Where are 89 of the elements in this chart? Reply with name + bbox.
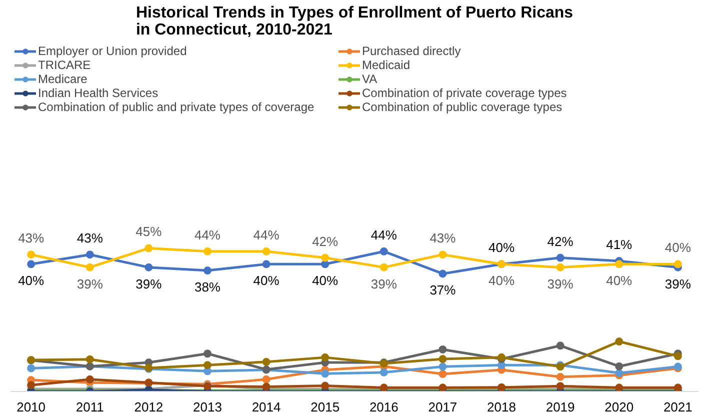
- point: [556, 254, 564, 262]
- chart-title: Historical Trends in Types of Enrollment of Puerto Ricans in Connecticut, 2010-2021: [136, 4, 574, 38]
- point: [380, 263, 388, 272]
- point: [27, 250, 36, 259]
- data-label: 40%: [18, 273, 45, 288]
- data-label: 43%: [76, 230, 104, 246]
- point: [86, 355, 94, 364]
- point: [27, 260, 36, 268]
- legend-label: Medicaid: [362, 58, 412, 72]
- point: [86, 375, 94, 384]
- point: [438, 370, 447, 378]
- x-tick-label: 2017: [428, 400, 458, 414]
- legend-label: TRICARE: [38, 58, 92, 72]
- point: [86, 263, 94, 272]
- point: [321, 382, 330, 390]
- point: [438, 362, 447, 371]
- point: [556, 382, 564, 390]
- data-label: 39%: [76, 276, 104, 292]
- x-tick-label: 2015: [310, 400, 340, 414]
- point: [203, 266, 212, 275]
- data-label: 39%: [370, 276, 398, 292]
- point: [615, 362, 624, 370]
- legend-label: Combination of public and private types of coverage: [38, 100, 316, 114]
- point: [144, 244, 153, 252]
- x-tick-label: 2012: [134, 400, 164, 414]
- point: [321, 353, 330, 362]
- data-label: 40%: [312, 273, 339, 288]
- data-label: 40%: [488, 240, 515, 256]
- data-label: 44%: [253, 227, 280, 242]
- point: [674, 352, 682, 360]
- point: [203, 361, 212, 370]
- point: [321, 260, 330, 268]
- x-tick-label: 2016: [369, 400, 398, 414]
- point: [674, 260, 682, 268]
- data-label: 38%: [194, 280, 221, 295]
- legend-label: Medicare: [38, 72, 88, 86]
- data-label: 41%: [606, 236, 633, 252]
- data-label: 40%: [488, 273, 515, 288]
- data-label: 42%: [547, 234, 574, 249]
- point: [556, 263, 564, 272]
- legend-label: VA: [362, 72, 378, 86]
- point: [438, 270, 447, 278]
- point: [438, 345, 447, 354]
- x-tick-label: 2018: [487, 400, 516, 414]
- data-label: 39%: [547, 276, 574, 292]
- point: [262, 358, 270, 366]
- x-tick-label: 2021: [663, 400, 692, 414]
- legend-label: Combination of private coverage types: [362, 86, 568, 100]
- point: [144, 263, 153, 272]
- data-label: 39%: [664, 276, 692, 292]
- data-label: 40%: [253, 273, 280, 288]
- point: [438, 355, 447, 364]
- point: [380, 247, 388, 256]
- data-label: 43%: [18, 230, 45, 246]
- point: [615, 260, 624, 268]
- point: [27, 381, 36, 390]
- point: [556, 372, 564, 381]
- point: [556, 342, 564, 350]
- data-label: 42%: [312, 234, 339, 249]
- x-tick-label: 2011: [76, 400, 104, 414]
- data-label: 40%: [664, 240, 692, 256]
- legend-label: Combination of public coverage types: [362, 100, 564, 114]
- point: [438, 250, 447, 259]
- x-tick-label: 2013: [193, 400, 222, 414]
- point: [262, 375, 270, 384]
- data-label: 40%: [606, 273, 633, 288]
- legend-label: Employer or Union provided: [38, 44, 188, 58]
- data-label: 44%: [194, 227, 221, 242]
- point: [321, 370, 330, 378]
- data-label: 45%: [136, 224, 162, 240]
- data-label: 37%: [430, 282, 456, 298]
- x-tick-label: 2010: [16, 400, 46, 414]
- x-tick-label: 2014: [252, 400, 281, 414]
- point: [27, 364, 36, 372]
- data-label: 39%: [136, 276, 162, 292]
- data-label: 44%: [370, 227, 398, 242]
- point: [380, 368, 388, 376]
- point: [321, 254, 330, 262]
- point: [203, 247, 212, 256]
- point: [86, 250, 94, 259]
- data-label: 43%: [430, 230, 456, 246]
- legend-label: Purchased directly: [362, 44, 462, 58]
- legend-label: Indian Health Services: [38, 86, 160, 100]
- point: [262, 260, 270, 268]
- x-tick-label: 2019: [546, 400, 575, 414]
- x-tick-label: 2020: [604, 400, 634, 414]
- point: [203, 350, 212, 358]
- point: [615, 338, 624, 346]
- point: [262, 247, 270, 256]
